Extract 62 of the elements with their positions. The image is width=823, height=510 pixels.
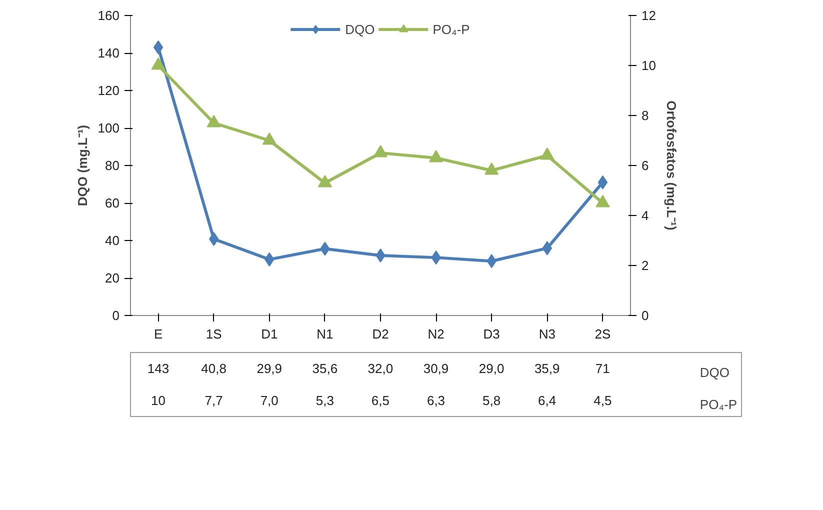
y-tick-label: 0	[112, 308, 120, 323]
legend-label: PO₄-P	[432, 22, 470, 36]
x-tick-label: N2	[428, 326, 444, 342]
data-label: 30,9	[423, 361, 449, 376]
point	[598, 175, 608, 190]
y2-tick-label: 4	[642, 208, 649, 223]
y2-tick-label: 8	[642, 108, 649, 123]
data-label: 29,0	[478, 361, 504, 376]
legend-label: DQO	[345, 22, 375, 36]
data-label: 5,3	[316, 393, 334, 408]
point	[596, 194, 610, 208]
point	[484, 162, 499, 175]
y-tick-label: 80	[105, 158, 120, 173]
data-label: 6,3	[426, 393, 446, 408]
text: DQO	[700, 364, 730, 380]
data-label: 35,9	[534, 361, 560, 376]
y2-axis-title: Ortofosfatos (mg.L⁻¹)	[664, 100, 679, 230]
y2-tick-label: 12	[642, 8, 656, 23]
data-label: 35,6	[312, 361, 338, 376]
point	[318, 174, 332, 188]
y-tick-label: 40	[105, 233, 120, 248]
data-label: 7,0	[260, 393, 278, 408]
data-label: 5,8	[482, 393, 501, 408]
x-tick-label: N3	[538, 326, 556, 342]
data-label: 6,4	[538, 393, 556, 408]
data-label: 7,7	[204, 393, 223, 408]
y2-tick-label: 10	[642, 58, 656, 73]
point	[376, 248, 386, 262]
data-label: 29,9	[256, 361, 282, 376]
x-tick-label: 2S	[594, 326, 611, 342]
data-label: 143	[147, 361, 170, 376]
x-tick-label: N1	[316, 326, 334, 342]
point	[374, 144, 388, 158]
y-tick-label: 60	[105, 196, 120, 210]
y-axis-title: DQO (mg.L⁻¹)	[74, 124, 90, 206]
x-tick-label: 1S	[206, 326, 222, 342]
point	[429, 150, 444, 162]
y-tick-label: 140	[98, 46, 120, 60]
data-label: 4,5	[594, 393, 612, 408]
data-label: 40,8	[201, 361, 226, 376]
text: PO₄-P	[700, 396, 737, 412]
y-tick-label: 160	[98, 8, 120, 23]
y2-tick-label: 6	[642, 158, 649, 173]
y-tick-label: 100	[98, 120, 120, 136]
y-tick-label: 120	[98, 83, 120, 98]
point	[151, 57, 166, 70]
data-label: 71	[595, 361, 610, 376]
data-label: 10	[151, 393, 166, 408]
point	[206, 114, 221, 128]
y2-tick-label: 2	[642, 258, 649, 273]
point	[209, 232, 219, 246]
x-tick-label: D3	[483, 326, 500, 342]
x-tick-label: D2	[372, 326, 389, 342]
point	[262, 132, 276, 145]
y2-tick-label: 0	[642, 308, 649, 323]
data-label: 6,5	[371, 393, 390, 408]
point	[540, 147, 554, 160]
point	[153, 40, 164, 54]
x-tick-label: E	[154, 326, 163, 342]
y-tick-label: 20	[105, 270, 120, 286]
x-tick-label: D1	[261, 326, 278, 342]
data-label: 32,0	[368, 361, 394, 376]
